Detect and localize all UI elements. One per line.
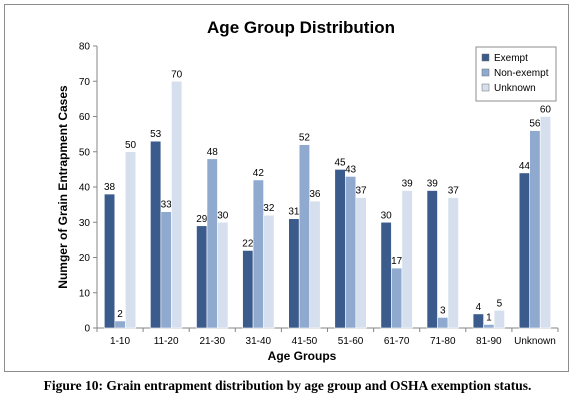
bar-non-exempt	[391, 267, 403, 329]
legend-entry: Non-exempt	[494, 68, 549, 79]
x-tick-label: 41-50	[292, 336, 318, 347]
legend-box	[475, 46, 557, 102]
x-axis-title: Age Groups	[268, 349, 337, 363]
bar-exempt	[150, 140, 162, 329]
data-label: 56	[529, 119, 541, 130]
bar-exempt	[380, 221, 392, 329]
data-label: 2	[117, 309, 123, 320]
x-tick-label: 11-20	[154, 336, 179, 347]
chart-frame: Age Group Distribution Numger of Grain E…	[4, 4, 569, 372]
x-tick-label: 21-30	[199, 336, 225, 347]
data-label: 39	[427, 179, 439, 190]
y-tick-label: 80	[79, 42, 91, 53]
data-label: 33	[161, 200, 173, 211]
bar-exempt	[334, 169, 346, 329]
x-tick-label: 51-60	[338, 336, 364, 347]
data-label: 44	[519, 161, 531, 172]
x-tick-label: 61-70	[384, 336, 410, 347]
data-label: 37	[355, 186, 367, 197]
bar-non-exempt	[206, 158, 218, 329]
data-label: 30	[217, 210, 229, 221]
bar-non-exempt	[114, 320, 126, 329]
y-tick-label: 0	[84, 324, 90, 335]
bar-exempt	[288, 218, 300, 329]
data-label: 5	[497, 298, 503, 309]
data-label: 53	[150, 129, 162, 140]
bar-unknown	[401, 190, 413, 329]
bar-chart: Age Group Distribution Numger of Grain E…	[56, 18, 559, 363]
bar-exempt	[472, 313, 484, 329]
data-label: 4	[476, 302, 482, 313]
chart-title: Age Group Distribution	[207, 18, 395, 37]
bar-unknown	[447, 197, 459, 329]
x-tick-label: 1-10	[110, 336, 130, 347]
bar-non-exempt	[298, 144, 311, 329]
data-label: 3	[440, 305, 446, 316]
bar-non-exempt	[160, 211, 172, 329]
x-tick-label: Unknown	[514, 336, 556, 347]
legend-swatch	[481, 53, 490, 62]
data-label: 29	[196, 214, 208, 225]
x-tick-label: 71-80	[430, 336, 456, 347]
data-label: 17	[391, 256, 403, 267]
data-label: 70	[171, 69, 183, 80]
data-label: 31	[288, 207, 300, 218]
bar-unknown	[539, 116, 552, 329]
y-tick-label: 40	[79, 183, 91, 194]
data-label: 42	[253, 168, 265, 179]
data-label: 48	[207, 147, 219, 158]
data-label: 22	[242, 238, 254, 249]
y-tick-label: 10	[79, 288, 91, 299]
y-tick-label: 70	[79, 77, 91, 88]
legend-swatch	[481, 83, 490, 92]
legend: Exempt Non-exempt Unknown	[475, 46, 557, 102]
data-label: 45	[334, 157, 346, 168]
bar-unknown	[493, 310, 505, 329]
bar-non-exempt	[437, 317, 449, 329]
data-label: 38	[104, 182, 116, 193]
y-tick-label: 20	[79, 253, 91, 264]
legend-entry: Exempt	[494, 53, 528, 64]
data-label: 50	[125, 140, 137, 151]
legend-entry: Unknown	[494, 83, 536, 94]
data-label: 32	[263, 203, 275, 214]
bar-exempt	[242, 250, 254, 329]
bar-unknown	[355, 197, 367, 329]
figure-caption: Figure 10: Grain entrapment distribution…	[43, 378, 532, 393]
data-label: 1	[486, 312, 492, 323]
x-tick-label: 81-90	[476, 336, 502, 347]
bar-non-exempt	[529, 130, 541, 329]
data-label: 39	[402, 179, 414, 190]
bar-unknown	[309, 200, 321, 329]
bar-unknown	[171, 80, 183, 329]
y-tick-label: 60	[79, 112, 91, 123]
data-label: 36	[309, 189, 321, 200]
data-label: 52	[299, 133, 311, 144]
y-tick-label: 30	[79, 218, 91, 229]
legend-swatch	[481, 68, 490, 77]
bar-unknown	[263, 214, 275, 329]
bar-unknown	[125, 151, 137, 329]
data-label: 60	[540, 105, 552, 116]
data-label: 37	[448, 186, 460, 197]
bar-exempt	[104, 193, 116, 329]
bar-exempt	[196, 225, 208, 329]
data-label: 30	[381, 210, 393, 221]
y-axis-title: Numger of Grain Entrapment Cases	[56, 85, 70, 289]
data-label: 43	[345, 164, 357, 175]
bar-unknown	[217, 221, 229, 329]
bar-non-exempt	[252, 179, 264, 329]
bar-non-exempt	[483, 324, 495, 329]
bar-non-exempt	[344, 176, 357, 329]
x-tick-label: 31-40	[246, 336, 272, 347]
bar-exempt	[518, 172, 531, 329]
y-tick-label: 50	[79, 147, 91, 158]
bar-exempt	[426, 190, 438, 329]
